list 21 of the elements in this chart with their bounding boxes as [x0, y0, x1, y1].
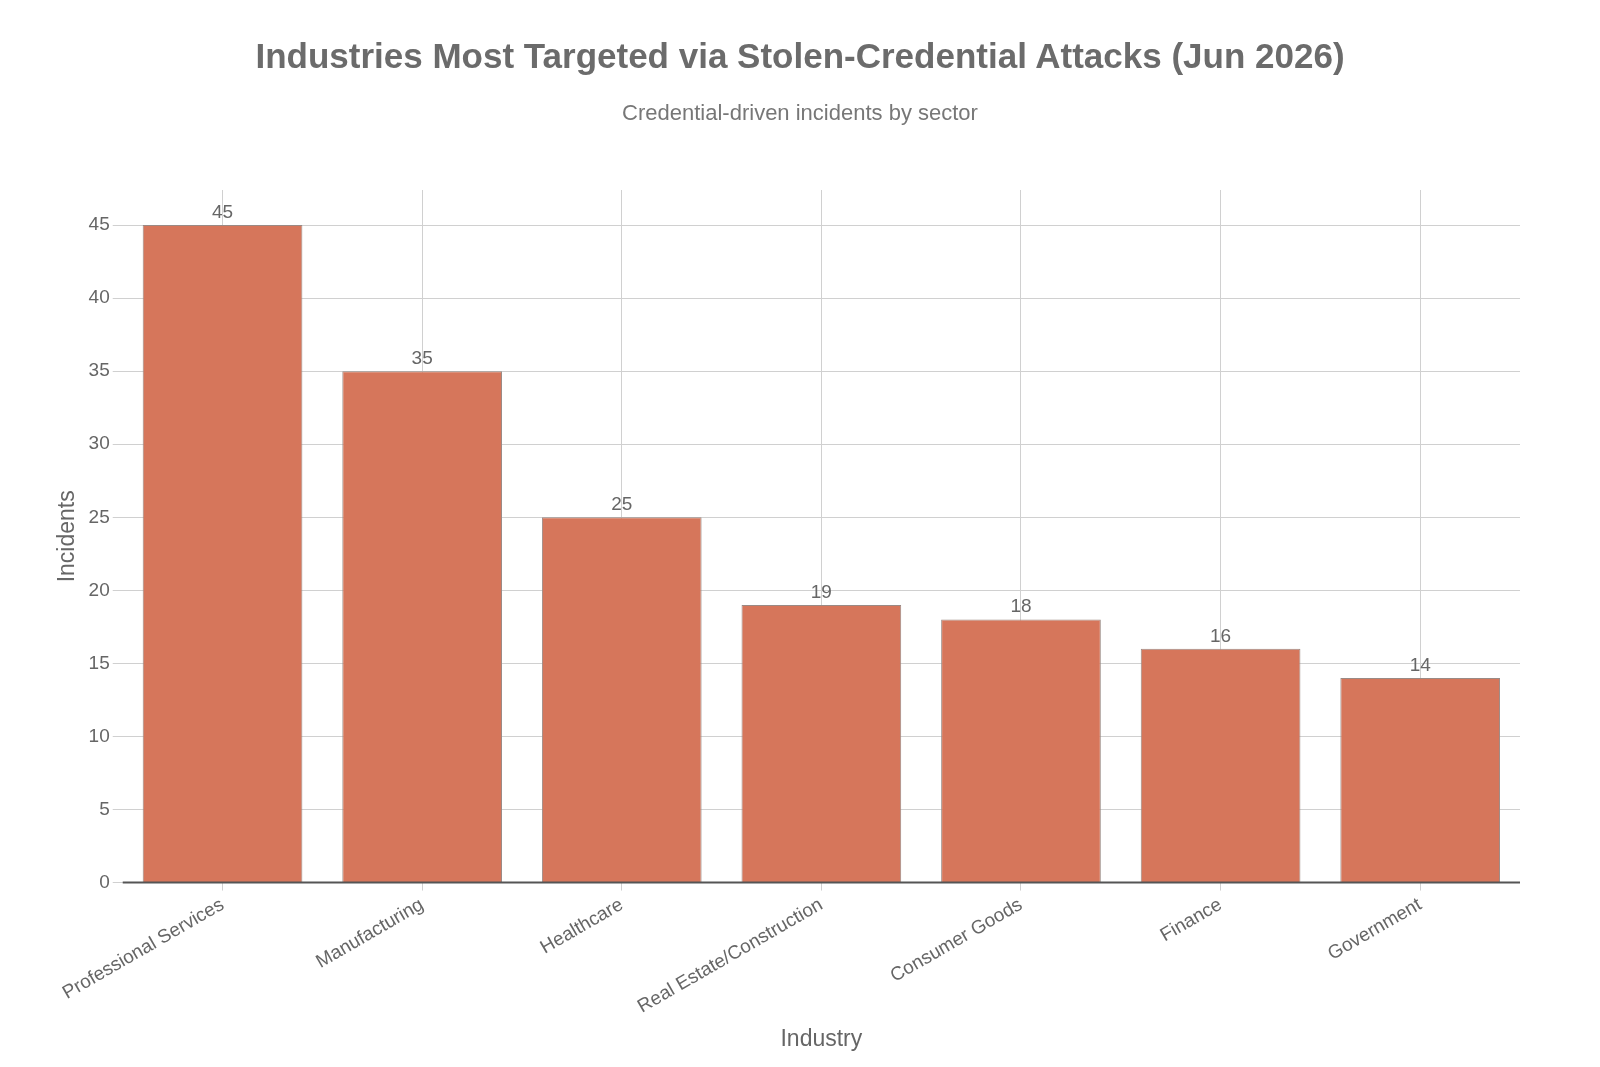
y-tick-label: 0 [99, 870, 110, 892]
y-tick-label: 10 [88, 724, 110, 746]
data-label: 35 [411, 346, 433, 368]
data-label: 45 [211, 200, 234, 222]
x-axis-title: Industry [780, 1024, 863, 1051]
data-label: 25 [611, 493, 633, 515]
y-tick-label: 30 [88, 432, 110, 454]
data-label: 19 [810, 580, 832, 602]
data-label: 18 [1010, 595, 1032, 617]
y-axis-title: Incidents [53, 490, 80, 583]
y-tick-label: 5 [99, 797, 110, 819]
y-tick-label: 45 [88, 213, 110, 235]
y-tick-label: 15 [88, 651, 110, 673]
data-label: 14 [1409, 653, 1432, 675]
y-tick-label: 25 [88, 505, 110, 527]
chart-subtitle: Credential-driven incidents by sector [621, 100, 979, 126]
chart-title: Industries Most Targeted via Stolen-Credential Attacks (Jun 2026) [254, 36, 1346, 76]
y-tick-label: 40 [88, 286, 110, 308]
data-label: 16 [1210, 624, 1232, 646]
y-tick-label: 35 [88, 359, 110, 381]
y-tick-label: 20 [88, 578, 110, 600]
